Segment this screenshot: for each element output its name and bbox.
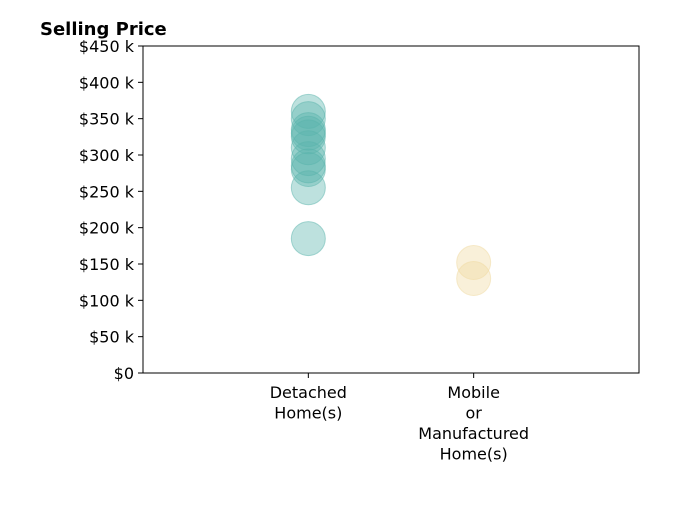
y-tick-label: $100 k — [79, 291, 135, 310]
y-tick-label: $400 k — [79, 73, 135, 92]
y-axis: $0 $50 k $100 k $150 k $200 k $250 k $300 k $35… — [79, 37, 143, 383]
data-point — [290, 170, 326, 206]
data-point — [290, 101, 326, 137]
chart-title: Selling Price — [40, 19, 167, 40]
y-tick-label: $350 k — [79, 110, 135, 129]
x-category-label-line: Manufactured — [418, 424, 529, 443]
data-point — [290, 221, 326, 257]
x-category-label-line: Mobile — [447, 383, 499, 402]
x-category-label-line: Home(s) — [440, 445, 508, 464]
data-point — [290, 141, 326, 177]
points-layer — [290, 93, 492, 297]
data-point — [290, 93, 326, 129]
x-category-label-line: Detached — [270, 383, 347, 402]
y-tick-label: $200 k — [79, 219, 135, 238]
y-tick-label: $300 k — [79, 146, 135, 165]
x-axis: Detached Home(s) Mobile or Manufactured Home(… — [270, 373, 529, 464]
y-tick-label: $50 k — [89, 328, 135, 347]
data-point — [456, 245, 492, 281]
x-category-label-line: or — [465, 404, 482, 423]
x-category-label-line: Home(s) — [274, 404, 342, 423]
data-point — [290, 119, 326, 155]
y-tick-label: $0 — [114, 364, 134, 383]
data-point — [290, 130, 326, 166]
data-point — [456, 261, 492, 297]
data-point — [290, 152, 326, 188]
plot-frame — [142, 45, 640, 374]
y-tick-label: $150 k — [79, 255, 135, 274]
x-category-label: Detached Home(s) — [270, 383, 347, 423]
y-tick-label: $450 k — [79, 37, 135, 56]
x-category-label: Mobile or Manufactured Home(s) — [418, 383, 529, 464]
y-tick-label: $250 k — [79, 182, 135, 201]
